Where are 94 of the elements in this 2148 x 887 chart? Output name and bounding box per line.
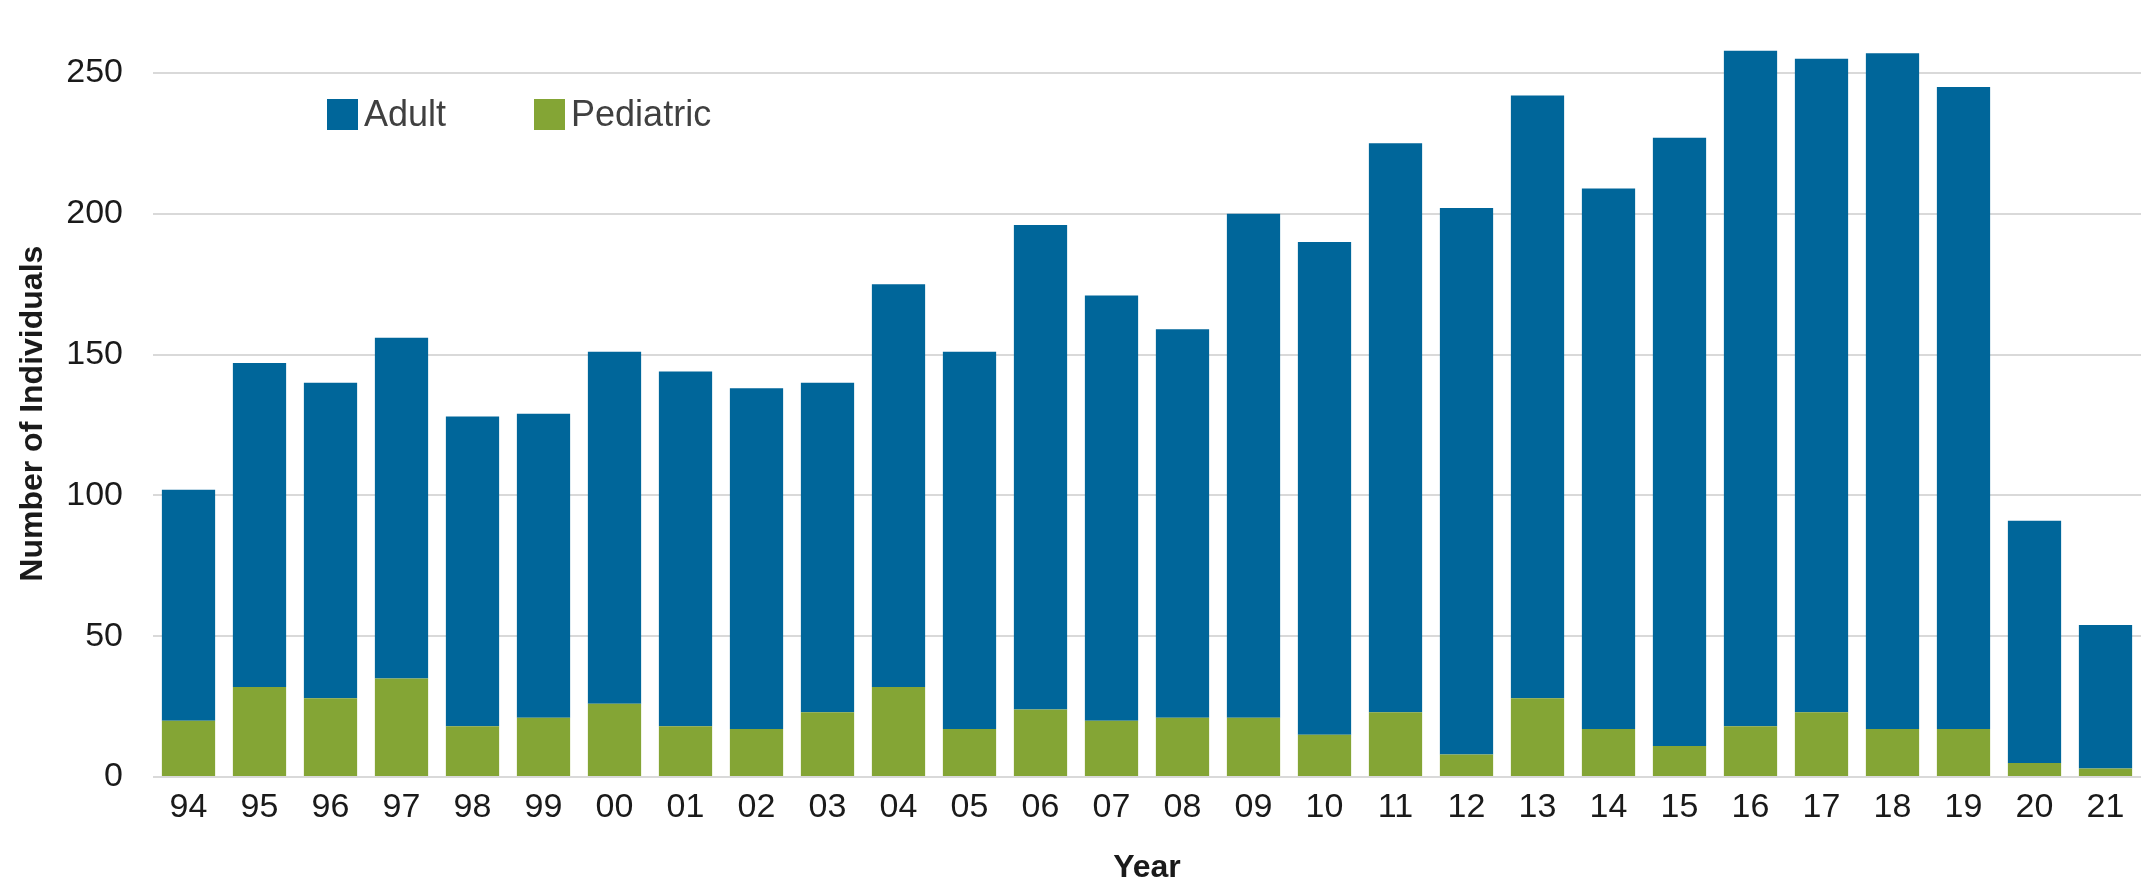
y-tick-label: 0 <box>104 755 123 794</box>
x-tick-label: 18 <box>1873 785 1912 824</box>
x-tick-label: 14 <box>1589 785 1628 824</box>
bar <box>161 489 216 721</box>
bar <box>1084 720 1139 776</box>
x-tick-label: 95 <box>240 785 279 824</box>
x-tick-label: 17 <box>1802 785 1841 824</box>
bar <box>1936 729 1991 776</box>
x-tick-label: 94 <box>169 785 208 824</box>
x-tick-label: 20 <box>2015 785 2054 824</box>
y-tick-label: 100 <box>66 473 123 512</box>
bar <box>1510 95 1565 699</box>
x-tick-label: 05 <box>950 785 989 824</box>
bar <box>2078 624 2133 769</box>
bar <box>587 351 642 704</box>
x-axis-title: Year <box>1113 847 1181 884</box>
bar <box>232 686 287 776</box>
bar <box>1936 87 1991 730</box>
bar <box>871 284 926 687</box>
bar <box>658 371 713 727</box>
bar <box>516 413 571 718</box>
bar <box>800 712 855 776</box>
x-tick-label: 99 <box>524 785 563 824</box>
bar <box>445 726 500 776</box>
y-tick-label: 250 <box>66 51 123 90</box>
bar <box>374 337 429 679</box>
bar <box>1297 734 1352 776</box>
x-tick-label: 97 <box>382 785 421 824</box>
x-tick-label: 16 <box>1731 785 1770 824</box>
bar <box>161 720 216 776</box>
bar <box>1439 754 1494 776</box>
x-tick-label: 21 <box>2086 785 2125 824</box>
x-tick-label: 19 <box>1944 785 1983 824</box>
x-tick-label: 09 <box>1234 785 1273 824</box>
bar <box>942 729 997 776</box>
bar <box>1226 717 1281 776</box>
bar <box>1581 729 1636 776</box>
x-tick-label: 11 <box>1377 785 1414 824</box>
legend-label: Adult <box>364 93 447 135</box>
bar <box>2078 768 2133 776</box>
x-tick-label: 00 <box>595 785 634 824</box>
bar <box>587 703 642 776</box>
bar <box>1794 58 1849 713</box>
bar <box>2007 520 2062 763</box>
bar <box>1865 729 1920 776</box>
x-tick-label: 04 <box>879 785 918 824</box>
x-tick-label: 06 <box>1021 785 1060 824</box>
y-tick-label: 150 <box>66 332 123 371</box>
y-tick-label: 200 <box>66 192 123 231</box>
bar <box>303 698 358 776</box>
y-tick-label: 50 <box>85 614 123 653</box>
bar <box>1723 726 1778 776</box>
bar <box>1723 50 1778 727</box>
bar <box>1510 698 1565 776</box>
bar <box>516 717 571 776</box>
bar <box>729 388 784 730</box>
legend-label: Pediatric <box>571 93 712 135</box>
x-tick-label: 07 <box>1092 785 1131 824</box>
x-tick-label: 08 <box>1163 785 1202 824</box>
x-tick-label: 03 <box>808 785 847 824</box>
x-tick-label: 12 <box>1447 785 1486 824</box>
bar <box>658 726 713 776</box>
bar <box>1368 712 1423 776</box>
bar <box>1084 295 1139 721</box>
bar <box>1297 241 1352 735</box>
bar <box>1155 329 1210 718</box>
bar <box>1368 143 1423 713</box>
bar <box>800 382 855 713</box>
bar <box>1155 717 1210 776</box>
x-tick-label: 15 <box>1660 785 1699 824</box>
bar <box>232 363 287 687</box>
x-tick-label: 01 <box>666 785 705 824</box>
x-tick-label: 13 <box>1518 785 1557 824</box>
bar <box>1013 709 1068 776</box>
bar <box>1439 208 1494 755</box>
y-axis-title: Number of Individuals <box>13 245 50 582</box>
x-tick-label: 98 <box>453 785 492 824</box>
bar <box>1794 712 1849 776</box>
bar <box>1581 188 1636 730</box>
bar <box>1652 137 1707 747</box>
x-tick-label: 96 <box>311 785 350 824</box>
x-tick-label: 10 <box>1305 785 1344 824</box>
bar <box>871 686 926 776</box>
bar <box>729 729 784 776</box>
x-tick-label: 02 <box>737 785 776 824</box>
bar <box>1652 746 1707 776</box>
bar <box>445 416 500 727</box>
bar <box>2007 762 2062 776</box>
bar <box>1865 53 1920 730</box>
bar <box>303 382 358 699</box>
bar <box>942 351 997 730</box>
bar <box>374 678 429 776</box>
bar <box>1226 213 1281 718</box>
bar <box>1013 225 1068 710</box>
